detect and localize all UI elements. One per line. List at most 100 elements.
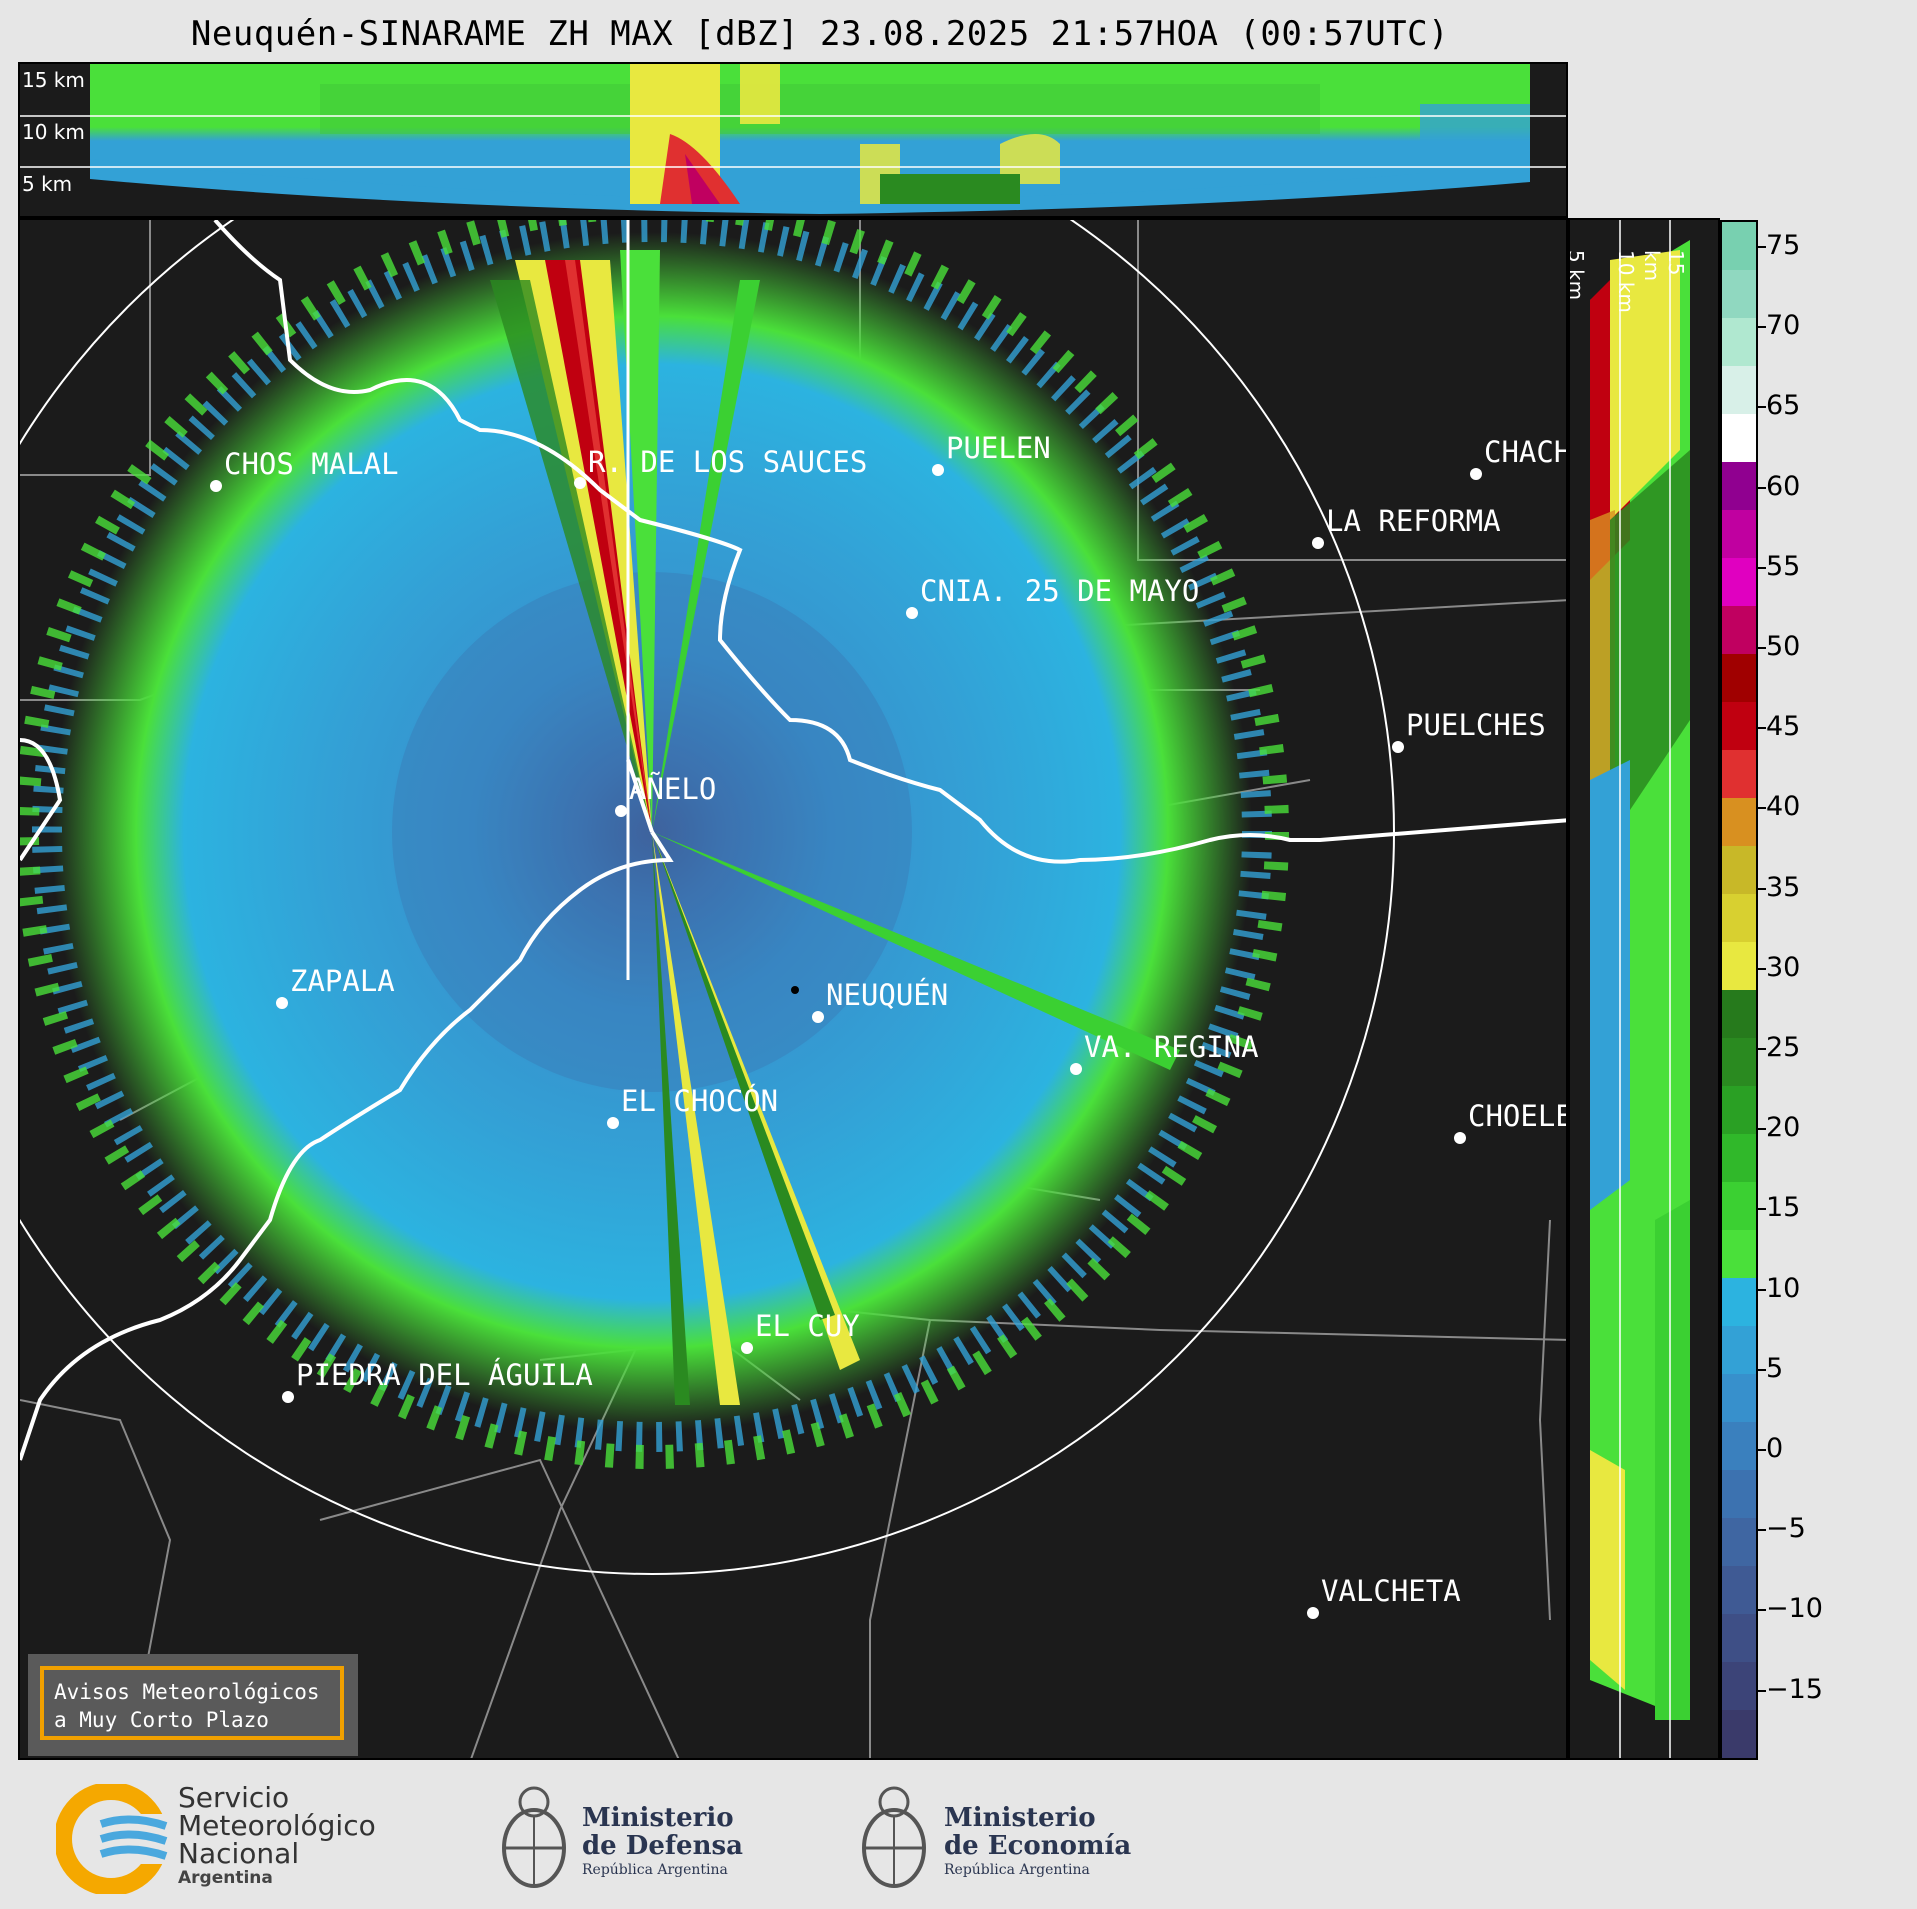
colorbar-segment bbox=[1722, 1613, 1756, 1662]
place-labels: CHOS MALAL R. DE LOS SAUCES PUELEN CHACH… bbox=[224, 431, 1568, 1608]
place-label: PIEDRA DEL ÁGUILA bbox=[296, 1358, 593, 1392]
defensa-seal bbox=[494, 1776, 574, 1900]
colorbar-segment bbox=[1722, 1517, 1756, 1566]
colorbar-segment bbox=[1722, 1661, 1756, 1710]
defensa-line-1: Ministerio bbox=[582, 1803, 734, 1833]
colorbar-segment bbox=[1722, 1325, 1756, 1374]
marker-choele[interactable] bbox=[1454, 1132, 1466, 1144]
economia-line-2: de Economía bbox=[944, 1831, 1132, 1861]
marker-r-de-los-sauces[interactable] bbox=[574, 477, 586, 489]
place-label: CHOELE bbox=[1468, 1099, 1568, 1133]
avisos-line-2: a Muy Corto Plazo bbox=[54, 1708, 269, 1732]
marker-neuquen[interactable] bbox=[812, 1011, 824, 1023]
colorbar-tick-label: 30 bbox=[1766, 951, 1801, 983]
colorbar-tick-label: 10 bbox=[1766, 1272, 1801, 1304]
colorbar-tick-mark bbox=[1758, 1529, 1766, 1532]
colorbar-tick-label: 40 bbox=[1766, 791, 1801, 823]
top-cross-section: 15 km 10 km 5 km bbox=[18, 62, 1568, 218]
colorbar-tick-mark bbox=[1758, 246, 1766, 248]
colorbar-segment bbox=[1722, 653, 1756, 702]
colorbar-segment bbox=[1722, 1181, 1756, 1230]
colorbar bbox=[1720, 220, 1758, 1760]
colorbar-segment bbox=[1722, 461, 1756, 510]
colorbar-tick-label: 25 bbox=[1766, 1032, 1801, 1063]
place-label: AÑELO bbox=[629, 772, 716, 806]
economia-text: Ministerio de Economía República Argenti… bbox=[944, 1804, 1131, 1880]
marker-la-reforma[interactable] bbox=[1312, 537, 1324, 549]
colorbar-segment bbox=[1722, 701, 1756, 750]
colorbar-segment bbox=[1722, 1037, 1756, 1086]
colorbar-segment bbox=[1722, 1373, 1756, 1422]
defensa-text: Ministerio de Defensa República Argentin… bbox=[582, 1804, 743, 1880]
marker-el-cuy[interactable] bbox=[741, 1342, 753, 1354]
marker-chach[interactable] bbox=[1470, 468, 1482, 480]
marker-zapala[interactable] bbox=[276, 997, 288, 1009]
colorbar-tick-mark bbox=[1758, 1609, 1766, 1612]
economia-line-3: República Argentina bbox=[944, 1862, 1090, 1878]
place-label: CHACH bbox=[1484, 435, 1568, 469]
colorbar-segment bbox=[1722, 509, 1756, 558]
marker-cnia-25-de-mayo[interactable] bbox=[906, 607, 918, 619]
colorbar-tick-label: 55 bbox=[1766, 550, 1801, 582]
avisos-box[interactable]: Avisos Meteorológicos a Muy Corto Plazo bbox=[28, 1654, 358, 1756]
colorbar-tick-label: 65 bbox=[1766, 390, 1801, 422]
side-cross-section-plot bbox=[1590, 220, 1690, 1758]
colorbar-segment bbox=[1722, 1469, 1756, 1518]
colorbar-segment bbox=[1722, 1565, 1756, 1614]
economia-line-1: Ministerio bbox=[944, 1803, 1096, 1833]
marker-puelches[interactable] bbox=[1392, 741, 1404, 753]
avisos-line-1: Avisos Meteorológicos bbox=[54, 1680, 320, 1704]
colorbar-segment bbox=[1722, 893, 1756, 942]
side-cross-section: 5 km 10 km 15 km bbox=[1568, 218, 1720, 1760]
coat-of-arms-icon bbox=[502, 1786, 566, 1888]
marker-chos-malal[interactable] bbox=[210, 480, 222, 492]
colorbar-segment bbox=[1722, 941, 1756, 990]
colorbar-tick-mark bbox=[1758, 967, 1766, 970]
marker-anelo[interactable] bbox=[615, 805, 627, 817]
defensa-line-2: de Defensa bbox=[582, 1831, 743, 1861]
colorbar-tick-label: 15 bbox=[1766, 1192, 1801, 1224]
colorbar-segment bbox=[1722, 605, 1756, 654]
colorbar-tick-label: 20 bbox=[1766, 1112, 1801, 1144]
colorbar-tick-mark bbox=[1758, 1048, 1766, 1050]
rivers bbox=[20, 220, 1566, 1461]
place-label: EL CUY bbox=[755, 1309, 860, 1343]
side-km-label-15: 15 km bbox=[1640, 250, 1688, 282]
top-cross-section-plot bbox=[20, 64, 1566, 214]
colorbar-tick-label: 60 bbox=[1766, 470, 1801, 502]
colorbar-tick-mark bbox=[1758, 1288, 1766, 1291]
colorbar-segment bbox=[1722, 1277, 1756, 1326]
colorbar-segment bbox=[1722, 269, 1756, 318]
top-km-label-10: 10 km bbox=[22, 120, 85, 144]
smn-logo bbox=[54, 1782, 176, 1898]
colorbar-segment bbox=[1722, 365, 1756, 414]
marker-el-chocon[interactable] bbox=[607, 1117, 619, 1129]
place-label: NEUQUÉN bbox=[826, 978, 948, 1012]
radar-site-icon bbox=[791, 986, 799, 994]
economia-seal bbox=[854, 1776, 934, 1900]
colorbar-tick-mark bbox=[1758, 1368, 1766, 1371]
colorbar-segment bbox=[1722, 413, 1756, 462]
place-label: R. DE LOS SAUCES bbox=[588, 445, 867, 479]
marker-valcheta[interactable] bbox=[1307, 1607, 1319, 1619]
marker-piedra-del-aguila[interactable] bbox=[282, 1391, 294, 1403]
side-km-label-5: 5 km bbox=[1568, 250, 1588, 301]
colorbar-tick-label: 50 bbox=[1766, 631, 1801, 662]
radar-map[interactable]: CHOS MALAL R. DE LOS SAUCES PUELEN CHACH… bbox=[18, 218, 1568, 1760]
place-label: PUELCHES bbox=[1406, 708, 1546, 742]
radar-map-svg: CHOS MALAL R. DE LOS SAUCES PUELEN CHACH… bbox=[20, 220, 1568, 1758]
colorbar-segment bbox=[1722, 1709, 1756, 1758]
marker-puelen[interactable] bbox=[932, 464, 944, 476]
place-label: PUELEN bbox=[946, 431, 1051, 465]
radar-echoes bbox=[20, 220, 1289, 1469]
marker-va-regina[interactable] bbox=[1070, 1063, 1082, 1075]
colorbar-segment bbox=[1722, 749, 1756, 798]
smn-line-2: Meteorológico bbox=[178, 1809, 376, 1842]
colorbar-tick-mark bbox=[1758, 1208, 1766, 1211]
colorbar-tick-label: 35 bbox=[1766, 871, 1801, 903]
colorbar-tick-label: −5 bbox=[1766, 1513, 1806, 1545]
avisos-box-frame: Avisos Meteorológicos a Muy Corto Plazo bbox=[40, 1666, 344, 1740]
colorbar-segment bbox=[1722, 1085, 1756, 1134]
colorbar-tick-label: 75 bbox=[1766, 230, 1801, 261]
top-km-label-15: 15 km bbox=[22, 68, 85, 92]
